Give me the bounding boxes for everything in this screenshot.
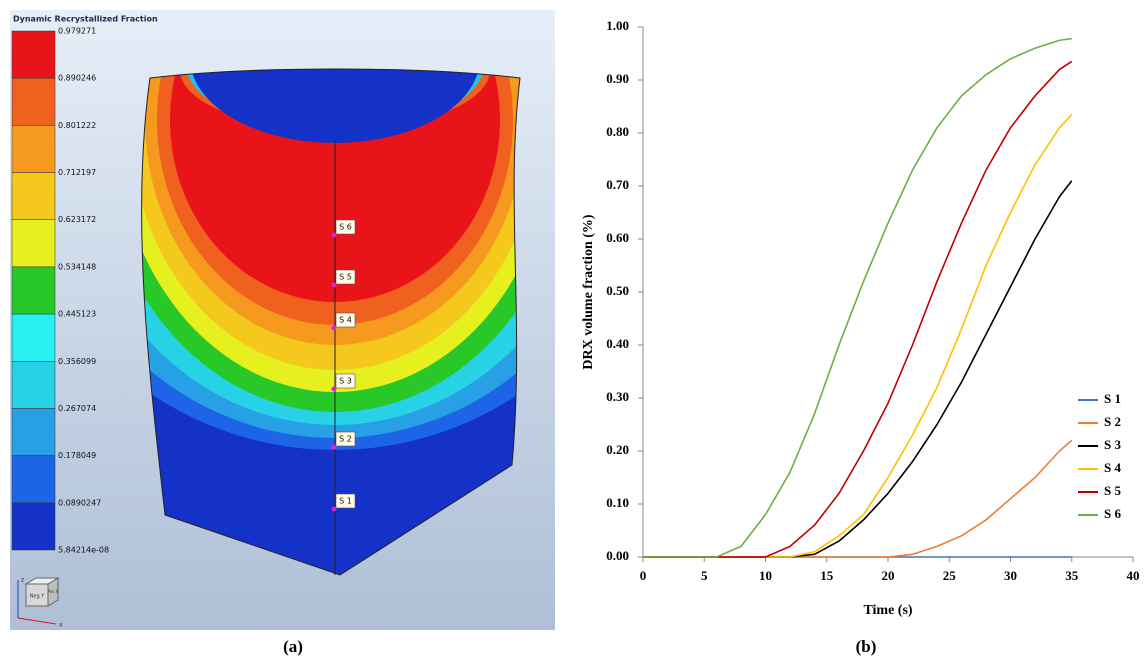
y-tick-label: 0.30 xyxy=(606,389,629,404)
y-tick-label: 0.20 xyxy=(606,442,629,457)
probe-box xyxy=(335,219,356,235)
legend-label: S 2 xyxy=(1104,414,1121,429)
x-tick-label: 30 xyxy=(1004,568,1017,583)
legend-label: S 4 xyxy=(1104,460,1121,475)
probe-box xyxy=(335,431,356,447)
series-line xyxy=(643,113,1073,558)
probe-point xyxy=(331,386,337,392)
y-tick-label: 0.60 xyxy=(606,230,629,245)
probe-label: S 4 xyxy=(339,316,352,325)
colorbar-label: 0.979271 xyxy=(58,27,96,36)
probes: S 6 S 5 S 4 S 3 S 2 S 1 xyxy=(331,219,356,512)
x-tick-label: 20 xyxy=(882,568,895,583)
colorbar-band xyxy=(11,455,56,504)
y-tick-label: 0.40 xyxy=(606,336,629,351)
cube-label: Pos X xyxy=(48,589,59,594)
x-tick-label: 0 xyxy=(640,568,647,583)
legend-label: S 6 xyxy=(1104,506,1121,521)
x-tick-label: 25 xyxy=(943,568,957,583)
series-line xyxy=(643,37,1072,558)
colorbar-label: 0.356099 xyxy=(58,357,96,366)
colorbar-label: 0.0890247 xyxy=(58,498,101,507)
cube-face xyxy=(24,577,60,585)
colorbar-label: 0.534148 xyxy=(58,262,96,271)
series-line xyxy=(643,439,1073,558)
probe-box xyxy=(335,312,356,328)
caption: (b) xyxy=(856,637,877,656)
y-tick-label: 0.10 xyxy=(606,495,629,510)
axis-label: x xyxy=(59,622,63,629)
x-tick-label: 35 xyxy=(1065,568,1079,583)
probe-point xyxy=(331,282,337,288)
colorbar-band xyxy=(11,77,56,126)
colorbar-label: 0.712197 xyxy=(58,168,96,177)
colorbar-band xyxy=(11,30,56,79)
probe-box xyxy=(335,493,356,509)
colorbar-band xyxy=(11,172,56,220)
colorbar-title: Dynamic Recrystallized Fraction xyxy=(13,15,158,24)
probe-box xyxy=(335,373,356,389)
top-face xyxy=(190,69,480,143)
body-outline xyxy=(141,68,521,576)
colorbar-band xyxy=(11,219,56,268)
colorbar-band xyxy=(11,266,56,315)
probe-label: S 2 xyxy=(339,435,352,444)
colorbar-band xyxy=(11,125,56,173)
caption: (a) xyxy=(283,637,303,656)
y-tick-label: 1.00 xyxy=(606,18,629,33)
view-cube: Neg Y Pos X z x xyxy=(17,577,63,629)
x-tick-label: 5 xyxy=(701,568,708,583)
y-tick-label: 0.70 xyxy=(606,177,629,192)
colorbar-label: 0.445123 xyxy=(58,310,96,319)
probe-box xyxy=(335,269,356,285)
colorbar-band xyxy=(11,361,56,409)
y-tick-label: 0.90 xyxy=(606,71,629,86)
probe-point xyxy=(331,232,337,238)
line-chart: Time (s) DRX volume fraction (%) 0.00 0.1… xyxy=(581,18,1139,618)
colorbar-label: 0.178049 xyxy=(58,451,96,460)
axis-arrow xyxy=(17,617,57,625)
colorbar-label: 0.623172 xyxy=(58,215,96,224)
probe-label: S 5 xyxy=(339,273,352,282)
y-tick-label: 0.50 xyxy=(606,283,629,298)
cube-label: Neg Y xyxy=(30,594,46,600)
probe-label: S 6 xyxy=(339,223,352,232)
colorbar-band xyxy=(11,502,56,551)
legend-label: S 3 xyxy=(1104,437,1121,452)
probe-label: S 3 xyxy=(339,377,352,386)
legend-label: S 1 xyxy=(1104,391,1121,406)
probe-label: S 1 xyxy=(339,497,352,506)
series-line xyxy=(643,60,1073,558)
colorbar-label: 0.801222 xyxy=(58,121,96,130)
y-tick-label: 0.00 xyxy=(606,548,629,563)
colorbar-label: 0.890246 xyxy=(58,74,96,83)
x-tick-label: 15 xyxy=(820,568,834,583)
x-tick-label: 10 xyxy=(759,568,772,583)
probe-point xyxy=(331,444,337,450)
y-axis-label: DRX volume fraction (%) xyxy=(581,214,596,369)
x-axis-label: Time (s) xyxy=(863,603,912,618)
colorbar: 0.979271 0.890246 0.801222 0.712197 0.623172… xyxy=(11,27,109,555)
colorbar-band xyxy=(11,313,56,362)
probe-point xyxy=(331,325,337,331)
probe-point xyxy=(331,506,337,512)
colorbar-label: 5.84214e-08 xyxy=(58,546,109,555)
legend-label: S 5 xyxy=(1104,483,1121,498)
x-tick-label: 40 xyxy=(1127,568,1140,583)
fem-body xyxy=(141,69,520,575)
colorbar-label: 0.267074 xyxy=(58,404,96,413)
colorbar-band xyxy=(11,408,56,456)
y-tick-label: 0.80 xyxy=(606,124,629,139)
axis-label: z xyxy=(21,577,24,584)
